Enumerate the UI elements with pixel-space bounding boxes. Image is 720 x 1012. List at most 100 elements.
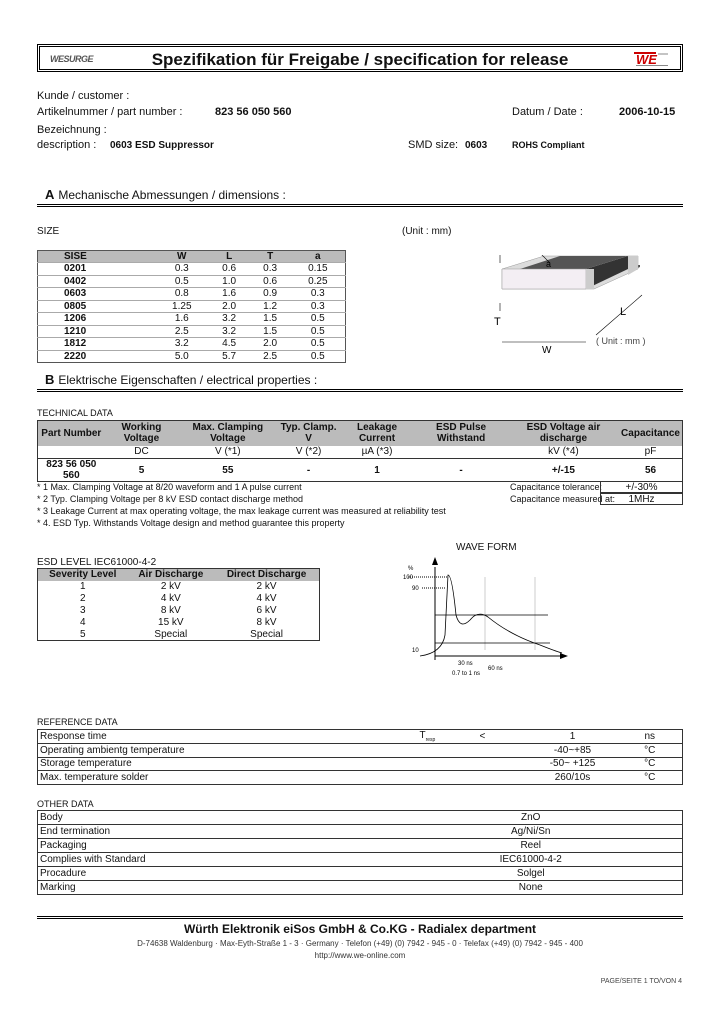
- column-header: Direct Discharge: [214, 568, 320, 581]
- column-header: Part Number: [37, 420, 105, 446]
- table-cell: 2 kV: [256, 581, 277, 592]
- technical-data-label: TECHNICAL DATA: [37, 408, 113, 418]
- svg-text:%: %: [408, 566, 414, 572]
- operator-cell: [477, 770, 528, 784]
- table-cell: 0.3: [249, 262, 291, 275]
- table-cell: 3.2: [208, 312, 250, 325]
- table-cell: 4: [79, 617, 86, 628]
- value-cell: 5: [104, 458, 179, 482]
- table-cell: 5.0: [154, 349, 209, 363]
- waveform-diagram: % 100 90 10 30 ns 60 ns 0.7 to 1 ns: [403, 557, 568, 677]
- table-cell: Special: [250, 628, 283, 640]
- table-cell: 4 kV: [160, 593, 181, 604]
- table-row: 2 4 kV 4 kV: [38, 593, 320, 605]
- table-cell: 4 kV: [256, 593, 277, 604]
- svg-text:10: 10: [412, 648, 419, 654]
- table-row: Max. temperature solder 260/10s °C: [37, 770, 683, 784]
- table-header: Severity Level Air Discharge Direct Discha…: [37, 568, 320, 581]
- table-cell: 15 kV: [158, 617, 184, 628]
- table-cell: 0.6: [249, 274, 291, 288]
- table-cell: 2.5: [154, 324, 209, 338]
- table-row: 4 15 kV 8 kV: [38, 617, 320, 629]
- table-row: 3 8 kV 6 kV: [38, 605, 320, 617]
- table-cell: 3.2: [208, 324, 250, 338]
- table-cell: 5: [79, 628, 86, 640]
- unit-cell: kV (*4): [548, 446, 579, 458]
- table-cell: 0.5: [290, 337, 346, 350]
- table-row: 5 Special Special: [38, 629, 320, 641]
- unit-cell: °C: [617, 756, 683, 771]
- table-row: 0603 0.8 1.6 0.9 0.3: [37, 287, 346, 300]
- table-row: 0402 0.5 1.0 0.6 0.25: [37, 274, 346, 288]
- column-header: Working Voltage: [104, 420, 179, 446]
- svg-text:WE: WE: [636, 52, 657, 67]
- column-header: ESD Pulse Withstand: [414, 420, 508, 446]
- table-cell: 3.2: [154, 337, 209, 350]
- table-cell: 1: [79, 581, 86, 592]
- table-cell: 1.6: [154, 312, 209, 325]
- chip-drawing: T W L a: [494, 255, 643, 355]
- we-logo-icon: WE: [634, 52, 668, 67]
- table-cell: 1.25: [154, 299, 209, 313]
- table-cell: 0.5: [154, 274, 209, 288]
- table-row: 0805 1.25 2.0 1.2 0.3: [37, 299, 346, 313]
- parameter-name: Packaging: [37, 838, 438, 853]
- table-row: 1812 3.2 4.5 2.0 0.5: [37, 337, 346, 350]
- table-cell: 0.15: [290, 262, 346, 275]
- table-cell: Special: [154, 628, 188, 640]
- esd-level-label: ESD LEVEL IEC61000-4-2: [37, 557, 157, 568]
- unit-cell: V (*1): [215, 446, 241, 458]
- value-cell: 55: [178, 458, 278, 482]
- table-row: 1210 2.5 3.2 1.5 0.5: [37, 324, 346, 338]
- table-cell: 0603: [37, 287, 155, 300]
- table-cell: 0201: [37, 262, 155, 275]
- smd-size-value: 0603: [465, 140, 488, 151]
- table-header: Part Number Working Voltage Max. Clamping …: [37, 420, 683, 446]
- table-cell: 0402: [37, 274, 155, 288]
- y-arrow-icon: [432, 557, 438, 565]
- table-cell: 8 kV: [160, 605, 181, 616]
- symbol-cell: Tresp: [417, 729, 478, 744]
- customer-label: Kunde / customer :: [37, 90, 130, 102]
- x-arrow-icon: [560, 653, 568, 659]
- table-row: 1206 1.6 3.2 1.5 0.5: [37, 312, 346, 325]
- description-value: 0603 ESD Suppressor: [110, 140, 214, 151]
- unit-cell: °C: [617, 743, 683, 757]
- column-header: Typ. Clamp. V: [277, 420, 340, 446]
- table-row: End termination Ag/Ni/Sn: [37, 824, 683, 839]
- parameter-name: Max. temperature solder: [37, 770, 418, 784]
- table-cell: 4.5: [208, 337, 250, 350]
- parameter-name: Body: [37, 810, 438, 825]
- unit-cell: µA (*3): [361, 446, 393, 458]
- unit-cell: [414, 446, 508, 459]
- units-row: DC V (*1) V (*2) µA (*3) kV (*4) pF: [38, 446, 683, 459]
- dim-l-label: L: [620, 306, 626, 318]
- unit-cell: V (*2): [295, 446, 322, 458]
- value-cell: 823 56 050 560: [37, 458, 105, 482]
- parameter-name: Complies with Standard: [37, 852, 438, 867]
- table-row: Storage temperature -50~ +125 °C: [37, 756, 683, 771]
- parameter-name: Marking: [37, 880, 438, 895]
- table-row: 0201 0.3 0.6 0.3 0.15: [37, 262, 346, 275]
- footnote: * 2 Typ. Clamping Voltage per 8 kV ESD c…: [37, 494, 303, 504]
- value-cell: 260/10s: [527, 770, 618, 784]
- value-cell: -: [414, 458, 508, 482]
- footer-divider: [37, 916, 683, 919]
- value-cell: 1: [339, 458, 415, 482]
- cap-measured-value: 1MHz: [600, 493, 683, 505]
- table-cell: 1210: [37, 324, 155, 338]
- footer-address: D-74638 Waldenburg · Max-Eyth-Straße 1 -…: [137, 939, 583, 948]
- table-cell: 3: [79, 605, 86, 616]
- unit-cell: ns: [617, 729, 683, 744]
- table-row: Complies with Standard IEC61000-4-2: [37, 852, 683, 867]
- table-cell: 0.5: [290, 349, 346, 363]
- table-row: 823 56 050 560 5 55-1- +/-15 56: [37, 458, 683, 482]
- table-cell: 0.9: [249, 287, 291, 300]
- dim-t-label: T: [494, 316, 501, 328]
- value-cell: 1: [527, 729, 618, 744]
- footer-url[interactable]: http://www.we-online.com: [314, 951, 406, 960]
- symbol-cell: [417, 770, 478, 784]
- reference-data-table: Response time Tresp < 1 ns Operating ambient…: [37, 729, 683, 785]
